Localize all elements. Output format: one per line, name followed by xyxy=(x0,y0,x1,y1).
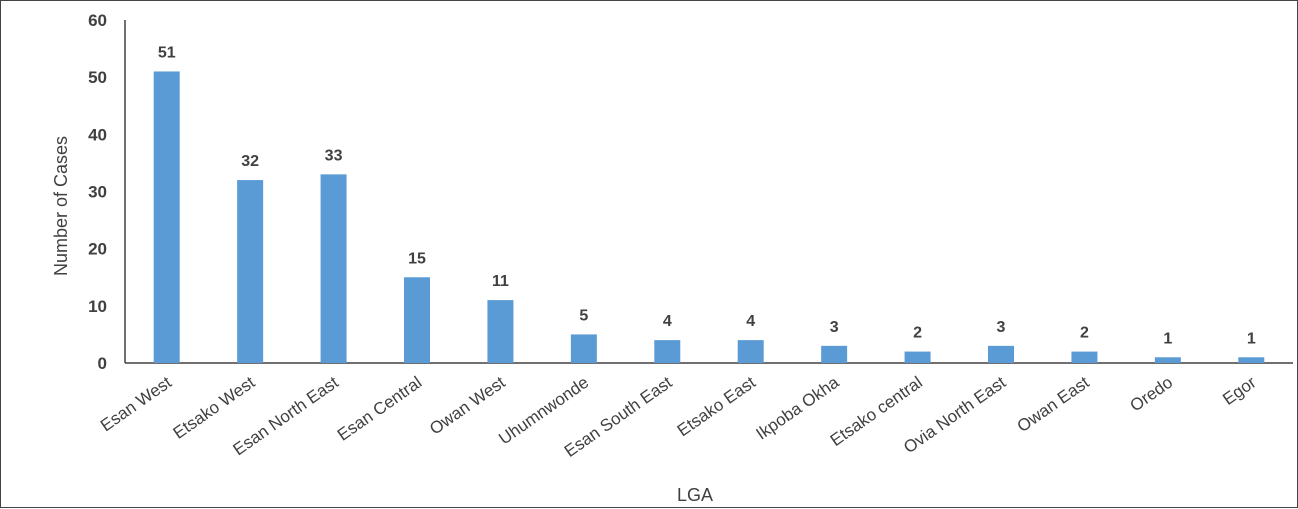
data-label: 11 xyxy=(492,273,509,290)
data-label: 32 xyxy=(241,153,259,170)
data-label: 3 xyxy=(830,319,839,336)
x-tick-label: Oredo xyxy=(1127,373,1177,416)
data-label: 33 xyxy=(325,147,343,164)
data-label: 1 xyxy=(1247,330,1256,347)
bar xyxy=(487,300,514,363)
y-tick-label: 40 xyxy=(88,125,107,144)
bar xyxy=(570,334,597,363)
data-label: 2 xyxy=(913,325,922,342)
y-tick-label: 10 xyxy=(88,297,107,316)
y-tick-label: 30 xyxy=(88,183,107,202)
data-label: 51 xyxy=(158,44,176,61)
x-tick-label: Owan East xyxy=(1014,373,1093,436)
x-tick-label: Esan West xyxy=(97,373,175,436)
data-label: 15 xyxy=(408,250,426,267)
data-label: 4 xyxy=(663,313,672,330)
bars xyxy=(153,71,1265,363)
bar xyxy=(737,340,764,363)
bar xyxy=(404,277,430,363)
bar xyxy=(320,174,347,363)
data-label: 3 xyxy=(997,319,1006,336)
y-tick-label: 60 xyxy=(88,11,107,30)
x-axis-title: LGA xyxy=(677,485,713,505)
bar xyxy=(1071,351,1098,363)
y-tick-label: 50 xyxy=(88,68,107,87)
bar xyxy=(988,345,1014,363)
y-axis-title: Number of Cases xyxy=(51,136,71,276)
bar xyxy=(153,71,180,363)
y-tick-labels: 0 10 20 30 40 50 60 xyxy=(88,11,107,373)
x-tick-label: Esan Central xyxy=(334,373,425,445)
bar xyxy=(237,180,264,363)
bar xyxy=(654,340,681,363)
x-tick-label: Owan West xyxy=(426,373,509,439)
bar xyxy=(1154,357,1181,363)
bar xyxy=(821,345,848,363)
bar xyxy=(1238,357,1265,363)
axes xyxy=(124,20,1293,364)
data-label: 1 xyxy=(1163,330,1172,347)
bar xyxy=(904,351,931,363)
data-label: 5 xyxy=(579,307,588,324)
y-tick-label: 20 xyxy=(88,240,107,259)
x-tick-label: Etsako East xyxy=(674,373,759,441)
x-tick-label: Egor xyxy=(1219,373,1260,409)
y-tick-label: 0 xyxy=(98,354,107,373)
data-label: 4 xyxy=(746,313,755,330)
data-label: 2 xyxy=(1080,325,1089,342)
